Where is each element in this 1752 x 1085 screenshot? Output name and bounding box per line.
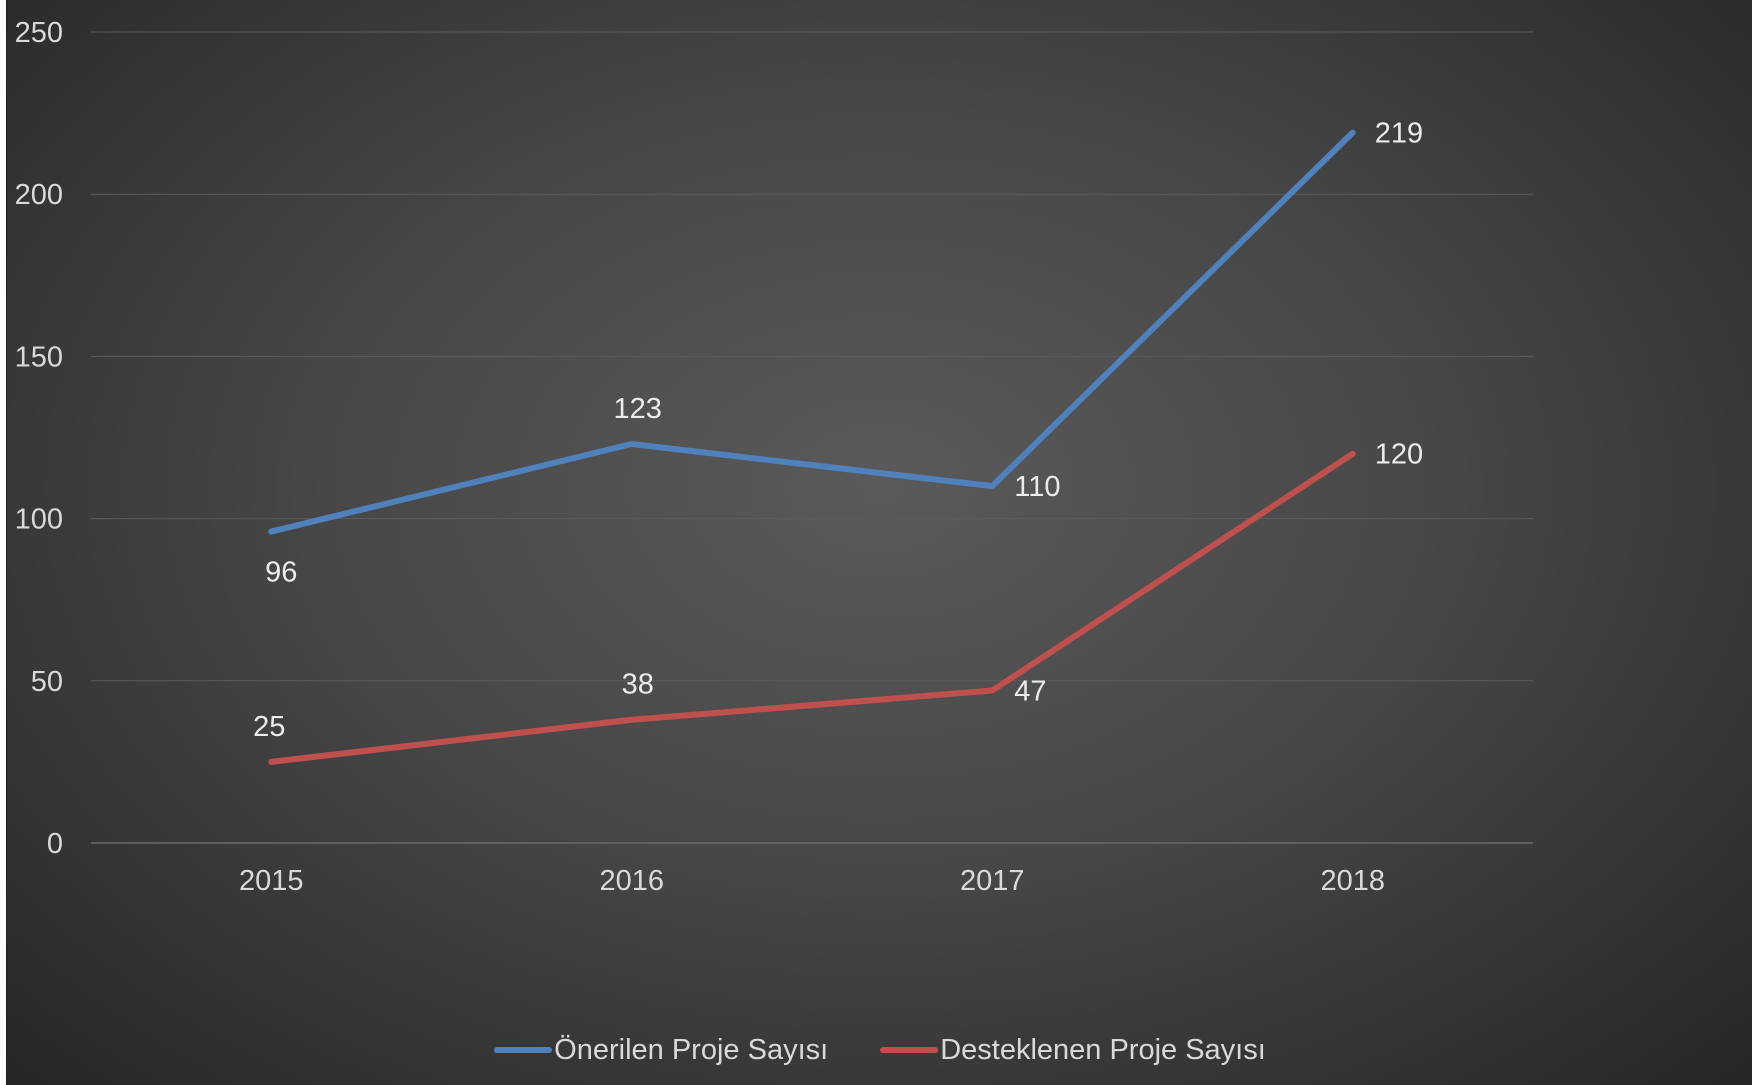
legend-swatch-1 (880, 1047, 939, 1053)
chart-area: 0 50 100 150 200 250 2015 2016 2017 2018 96 123 11… (6, 0, 1752, 1085)
x-axis-ticks: 2015 2016 2017 2018 (239, 865, 1385, 897)
x-tick-label: 2016 (599, 865, 664, 897)
series-lines (268, 129, 1356, 765)
series-line-1 (268, 450, 1356, 765)
series-line-0 (268, 129, 1356, 535)
data-label-series-0: 123 (614, 393, 662, 425)
y-tick-label: 250 (15, 17, 63, 49)
grid-lines (91, 31, 1533, 844)
data-label-series-0: 110 (1014, 471, 1060, 503)
data-label-series-1: 25 (253, 711, 285, 743)
data-label-series-0: 96 (265, 557, 297, 589)
line-chart: 0 50 100 150 200 250 2015 2016 2017 2018 96 123 11… (15, 17, 1533, 897)
y-tick-label: 100 (15, 504, 63, 536)
x-tick-label: 2018 (1320, 865, 1385, 897)
data-label-series-1: 47 (1014, 676, 1046, 708)
legend: Önerilen Proje Sayısı Desteklenen Proje … (7, 1030, 1752, 1070)
legend-label-0: Önerilen Proje Sayısı (554, 1033, 829, 1066)
x-tick-label: 2017 (960, 865, 1025, 897)
legend-swatch-0 (494, 1047, 553, 1053)
y-tick-label: 50 (31, 666, 63, 698)
legend-label-1: Desteklenen Proje Sayısı (940, 1033, 1266, 1066)
y-tick-label: 0 (47, 828, 63, 860)
legend-item-0: Önerilen Proje Sayısı (494, 1034, 828, 1067)
data-labels: 96 123 110 219 25 38 47 120 (253, 118, 1423, 743)
legend-item-1: Desteklenen Proje Sayısı (880, 1034, 1266, 1067)
y-axis-ticks: 0 50 100 150 200 250 (15, 17, 63, 860)
y-tick-label: 150 (15, 341, 63, 373)
data-label-series-1: 120 (1375, 439, 1423, 471)
y-tick-label: 200 (15, 179, 63, 211)
data-label-series-1: 38 (622, 669, 654, 701)
x-tick-label: 2015 (239, 865, 304, 897)
data-label-series-0: 219 (1375, 118, 1423, 150)
